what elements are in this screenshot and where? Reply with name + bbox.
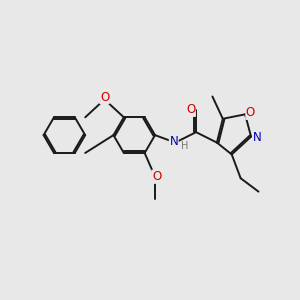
Text: O: O (186, 103, 195, 116)
Text: N: N (169, 135, 178, 148)
Text: N: N (253, 131, 261, 144)
Text: O: O (152, 170, 161, 183)
Text: H: H (181, 141, 188, 151)
Text: O: O (246, 106, 255, 119)
Text: O: O (100, 91, 109, 103)
